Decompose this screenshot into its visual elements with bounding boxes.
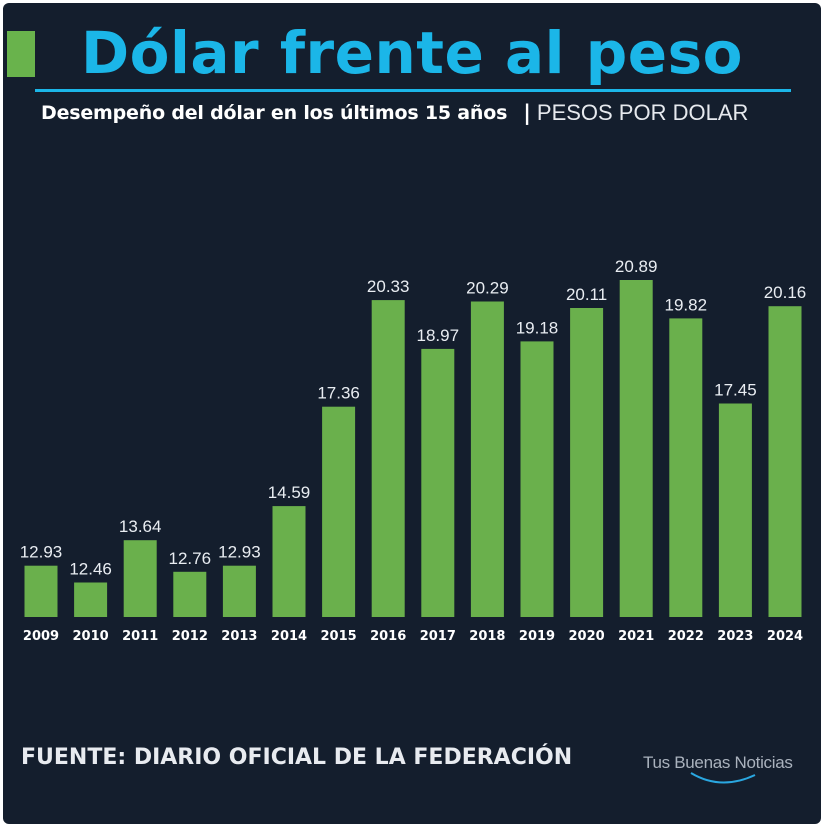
- bar-2020: [570, 308, 604, 617]
- bar-2013: [222, 565, 256, 617]
- bar-chart: 12.93 2009 12.46 2010 13.64 2011 12.76 2012 12.9…: [20, 257, 807, 644]
- x-tick-label-2016: 2016: [370, 629, 406, 644]
- bar-2011: [123, 540, 157, 617]
- x-tick-label-2019: 2019: [519, 629, 555, 644]
- data-label-2024: 20.16: [764, 283, 807, 302]
- data-label-2013: 12.93: [218, 543, 261, 562]
- bar-2012: [173, 571, 207, 617]
- x-tick-label-2014: 2014: [271, 629, 307, 644]
- title-accent-block: [7, 31, 35, 77]
- bar-2023: [718, 403, 752, 617]
- data-label-2019: 19.18: [516, 318, 559, 337]
- data-label-2012: 12.76: [169, 549, 212, 568]
- data-label-2015: 17.36: [317, 384, 360, 403]
- bar-2016: [371, 300, 405, 617]
- brand-swoosh-icon: [690, 772, 756, 784]
- bar-2022: [669, 318, 703, 617]
- x-tick-label-2020: 2020: [569, 629, 605, 644]
- bar-2019: [520, 341, 554, 617]
- bar-2024: [768, 306, 802, 617]
- data-label-2009: 12.93: [20, 543, 63, 562]
- subtitle-row: Desempeño del dólar en los últimos 15 añ…: [41, 99, 748, 127]
- data-label-2011: 13.64: [119, 517, 162, 536]
- data-label-2017: 18.97: [417, 326, 460, 345]
- data-label-2016: 20.33: [367, 277, 410, 296]
- x-tick-label-2017: 2017: [420, 629, 456, 644]
- x-tick-label-2024: 2024: [767, 629, 803, 644]
- title-underline: [35, 89, 791, 92]
- x-tick-label-2015: 2015: [321, 629, 357, 644]
- bar-2010: [74, 582, 108, 617]
- unit-label: PESOS POR DOLAR: [536, 100, 749, 125]
- data-label-2021: 20.89: [615, 257, 658, 276]
- subtitle-separator: |: [523, 101, 531, 125]
- x-tick-label-2009: 2009: [23, 629, 59, 644]
- x-tick-label-2011: 2011: [122, 629, 158, 644]
- bar-2017: [421, 348, 455, 617]
- x-tick-label-2013: 2013: [221, 629, 257, 644]
- brand-logo-text: Tus Buenas Noticias: [643, 753, 793, 772]
- bar-2021: [619, 280, 653, 617]
- bar-2015: [322, 406, 356, 617]
- data-label-2010: 12.46: [69, 560, 112, 579]
- data-label-2023: 17.45: [714, 381, 757, 400]
- page-title: Dólar frente al peso: [81, 19, 743, 87]
- bar-2009: [24, 565, 58, 617]
- source-note: FUENTE: DIARIO OFICIAL DE LA FEDERACIÓN: [21, 745, 573, 770]
- bar-2014: [272, 506, 306, 617]
- infographic-card: Dólar frente al peso Desempeño del dólar…: [3, 3, 821, 824]
- chart-subtitle: Desempeño del dólar en los últimos 15 añ…: [41, 102, 508, 124]
- data-label-2018: 20.29: [466, 279, 509, 298]
- data-label-2014: 14.59: [268, 483, 311, 502]
- bar-2018: [470, 301, 504, 617]
- x-tick-label-2021: 2021: [618, 629, 654, 644]
- x-tick-label-2012: 2012: [172, 629, 208, 644]
- data-label-2022: 19.82: [665, 295, 708, 314]
- x-tick-label-2018: 2018: [469, 629, 505, 644]
- x-tick-label-2010: 2010: [73, 629, 109, 644]
- x-tick-label-2022: 2022: [668, 629, 704, 644]
- data-label-2020: 20.11: [566, 285, 607, 304]
- x-tick-label-2023: 2023: [717, 629, 753, 644]
